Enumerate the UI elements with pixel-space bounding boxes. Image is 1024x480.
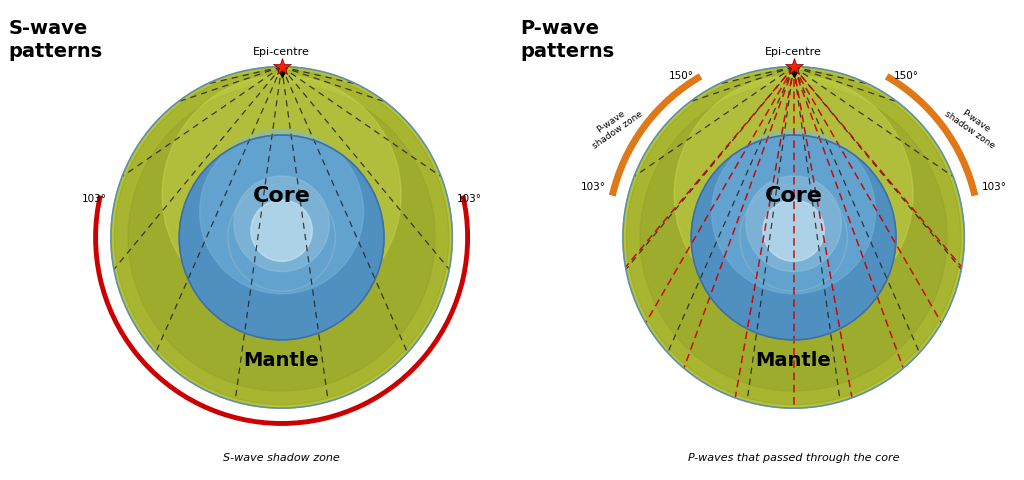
Circle shape bbox=[640, 84, 947, 391]
Circle shape bbox=[115, 70, 449, 405]
Circle shape bbox=[763, 200, 824, 261]
Circle shape bbox=[745, 176, 842, 272]
Text: Core: Core bbox=[765, 187, 822, 206]
Circle shape bbox=[128, 84, 435, 391]
Circle shape bbox=[179, 135, 384, 340]
Text: Mantle: Mantle bbox=[756, 351, 831, 370]
Circle shape bbox=[691, 135, 896, 340]
Text: P-wave
shadow zone: P-wave shadow zone bbox=[943, 101, 1002, 150]
Text: 103°: 103° bbox=[581, 182, 605, 192]
Text: P-waves that passed through the core: P-waves that passed through the core bbox=[688, 453, 899, 463]
Circle shape bbox=[623, 67, 965, 408]
Circle shape bbox=[627, 70, 961, 405]
Circle shape bbox=[200, 130, 364, 294]
Text: 150°: 150° bbox=[669, 72, 693, 81]
Circle shape bbox=[233, 176, 330, 272]
Text: 103°: 103° bbox=[982, 182, 1007, 192]
Text: 103°: 103° bbox=[457, 194, 481, 204]
Circle shape bbox=[111, 67, 453, 408]
Text: P-wave
patterns: P-wave patterns bbox=[520, 19, 614, 61]
Text: Core: Core bbox=[253, 187, 310, 206]
Text: Epi-centre: Epi-centre bbox=[253, 47, 310, 57]
Text: 103°: 103° bbox=[82, 194, 106, 204]
Text: P-wave
shadow zone: P-wave shadow zone bbox=[585, 101, 644, 150]
Circle shape bbox=[251, 200, 312, 261]
Circle shape bbox=[674, 75, 913, 314]
Circle shape bbox=[162, 75, 401, 314]
Text: Epi-centre: Epi-centre bbox=[765, 47, 822, 57]
Circle shape bbox=[712, 130, 876, 294]
Text: 150°: 150° bbox=[893, 72, 919, 81]
Text: S-wave shadow zone: S-wave shadow zone bbox=[223, 453, 340, 463]
Text: Mantle: Mantle bbox=[244, 351, 319, 370]
Text: S-wave
patterns: S-wave patterns bbox=[8, 19, 102, 61]
